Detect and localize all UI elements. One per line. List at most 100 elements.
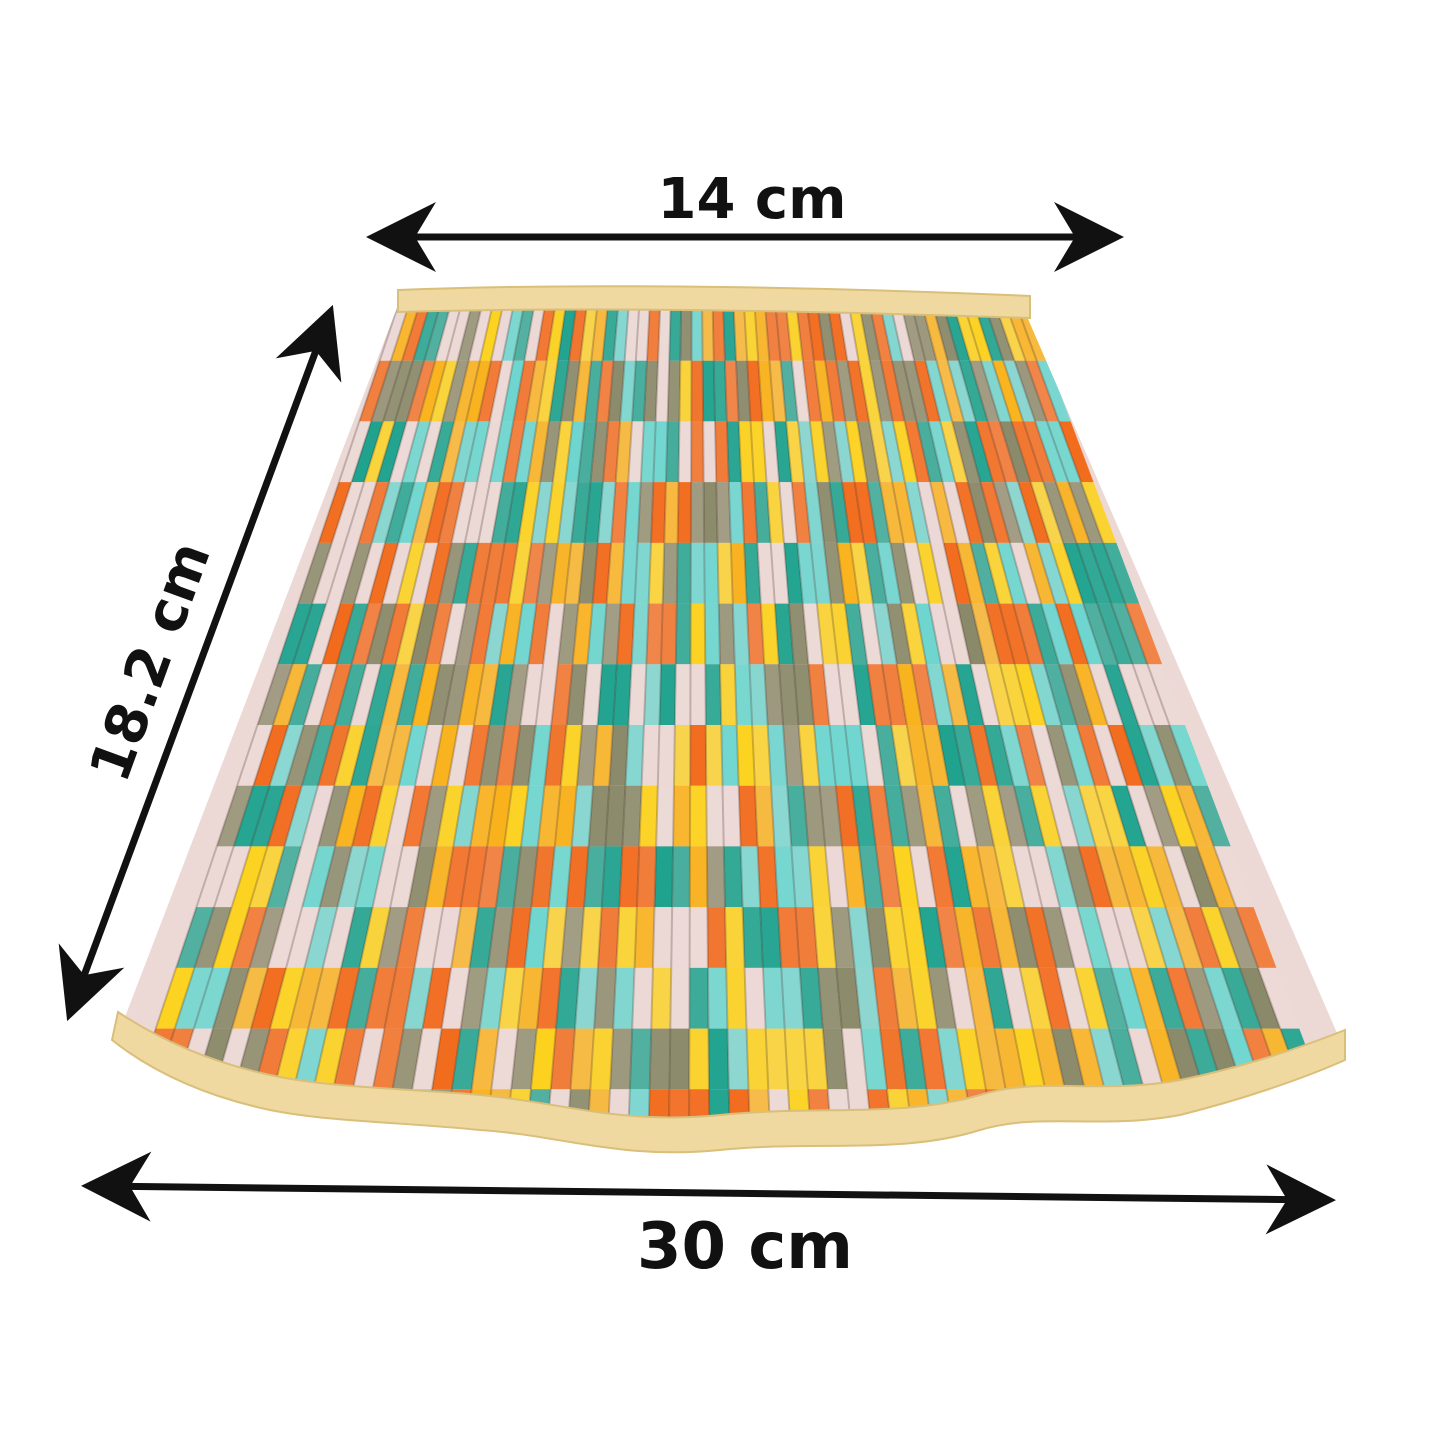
fabric-pleat-patch xyxy=(1014,725,1047,786)
fabric-pleat-patch xyxy=(765,1028,789,1090)
pleat-fold-line xyxy=(711,300,731,1133)
fabric-pleat-patch xyxy=(651,967,672,1029)
fabric-pleat-patch xyxy=(774,421,792,483)
fabric-pleat-patch xyxy=(365,664,396,725)
fabric-pleat-patch xyxy=(808,664,830,725)
fabric-pleat-patch xyxy=(479,300,505,361)
pleat-fold-line xyxy=(982,300,1264,1133)
fabric-pleat-patch xyxy=(690,664,706,725)
fabric-pleat-patch xyxy=(333,1028,366,1090)
fabric-pleat-patch xyxy=(847,300,870,361)
fabric-pleat-patch xyxy=(970,542,1000,604)
fabric-pleat-patch xyxy=(1068,482,1104,543)
fabric-pleat-patch xyxy=(389,421,419,483)
fabric-pleat-patch xyxy=(334,725,366,786)
fabric-pleat-patch xyxy=(1063,542,1098,604)
fabric-pleat-patch xyxy=(1147,907,1185,968)
fabric-pleat-patch xyxy=(868,785,893,847)
fabric-pleat-patch xyxy=(842,482,864,543)
pleat-fold-line xyxy=(930,300,1162,1133)
fabric-pleat-patch xyxy=(689,846,708,908)
fabric-pleat-patch xyxy=(906,725,933,786)
fabric-pleat-patch xyxy=(689,1028,709,1090)
fabric-pleat-patch xyxy=(451,1028,480,1090)
fabric-pleat-patch xyxy=(1092,725,1127,786)
fabric-pleat-patch xyxy=(726,967,747,1029)
fabric-pleat-patch xyxy=(520,785,545,847)
fabric-pleat-patch xyxy=(415,725,443,786)
fabric-pleat-patch xyxy=(869,421,893,483)
fabric-pleat-patch xyxy=(744,967,766,1029)
fabric-pleat-patch xyxy=(1019,967,1052,1029)
fabric-pleat-patch xyxy=(702,360,715,422)
fabric-pleat-patch xyxy=(813,360,834,422)
fabric-pleat-patch xyxy=(394,360,425,422)
fabric-pleat-patch xyxy=(676,542,691,604)
fabric-pleat-patch xyxy=(530,1028,556,1090)
pleat-fold-line xyxy=(565,300,631,1133)
fabric-pleat-patch xyxy=(624,482,641,543)
fabric-pleat-patch xyxy=(366,603,397,665)
fabric-pleat-patch xyxy=(738,785,758,847)
fabric-pleat-patch xyxy=(985,664,1015,725)
fabric-pleat-patch xyxy=(424,542,452,604)
fabric-pleat-patch xyxy=(723,846,743,908)
fabric-pleat-patch xyxy=(410,603,439,665)
fabric-pleat-patch xyxy=(646,603,663,665)
fabric-pleat-patch xyxy=(795,300,814,361)
fabric-pleat-patch xyxy=(1013,785,1045,847)
fabric-pleat-patch xyxy=(1055,603,1089,665)
fabric-pleat-patch xyxy=(875,725,901,786)
fabric-pleat-patch xyxy=(584,360,603,422)
fabric-pleat-patch xyxy=(1175,785,1214,847)
fabric-pleat-patch xyxy=(844,725,869,786)
fabric-pleat-patch xyxy=(634,907,655,968)
fabric-pleat-patch xyxy=(452,421,478,483)
fabric-pleat-patch xyxy=(879,482,904,543)
fabric-pleat-patch xyxy=(1235,907,1277,968)
fabric-pleat-patch xyxy=(825,846,849,908)
fabric-pleat-patch xyxy=(1146,1028,1184,1090)
fabric-pleat-patch xyxy=(1027,846,1060,908)
fabric-pleat-patch xyxy=(841,1028,868,1090)
fabric-pleat-patch xyxy=(1069,603,1104,665)
fabric-pleat-patch xyxy=(597,907,620,968)
fabric-pleat-patch xyxy=(816,300,837,361)
fabric-pleat-patch xyxy=(1083,603,1118,665)
fabric-pleat-patch xyxy=(779,482,798,543)
fabric-pleat-patch xyxy=(477,360,503,422)
fabric-pleat-patch xyxy=(120,1089,156,1133)
pleat-fold-line xyxy=(846,300,998,1133)
fabric-pleat-patch xyxy=(1126,785,1164,847)
fabric-pleat-patch xyxy=(651,482,666,543)
fabric-pleat-patch xyxy=(1032,1028,1066,1090)
fabric-pleat-patch xyxy=(985,603,1015,665)
fabric-pleat-patch xyxy=(513,300,536,361)
fabric-pleat-patch xyxy=(997,785,1028,847)
fabric-pleat-patch xyxy=(628,664,647,725)
fabric-pleat-patch xyxy=(886,603,912,665)
fabric-pleat-patch xyxy=(544,482,566,543)
fabric-pleat-patch xyxy=(977,846,1007,908)
fabric-pleat-patch xyxy=(1038,967,1071,1029)
fabric-pleat-patch xyxy=(758,360,775,422)
fabric-pleat-patch xyxy=(823,664,845,725)
fabric-pleat-patch xyxy=(967,482,997,543)
fabric-pleat-patch xyxy=(351,785,383,847)
fabric-pleat-patch xyxy=(1044,846,1078,908)
fabric-pleat-patch xyxy=(860,1028,887,1090)
fabric-pleat-patch xyxy=(1112,907,1149,968)
fabric-pleat-patch xyxy=(438,482,465,543)
fabric-pleat-patch xyxy=(1110,785,1147,847)
fabric-pleat-patch xyxy=(746,603,765,665)
fabric-pleat-patch xyxy=(734,664,753,725)
fabric-pleat-patch xyxy=(1010,542,1042,604)
fabric-pleat-patch xyxy=(1014,664,1046,725)
fabric-pleat-patch xyxy=(359,360,391,422)
fabric-pleat-patch xyxy=(395,603,425,665)
fabric-pleat-patch xyxy=(778,664,799,725)
fabric-pleat-patch xyxy=(882,664,907,725)
fabric-pleat-patch xyxy=(504,785,529,847)
fabric-pleat-patch xyxy=(385,785,416,847)
fabric-pleat-patch xyxy=(620,360,636,422)
